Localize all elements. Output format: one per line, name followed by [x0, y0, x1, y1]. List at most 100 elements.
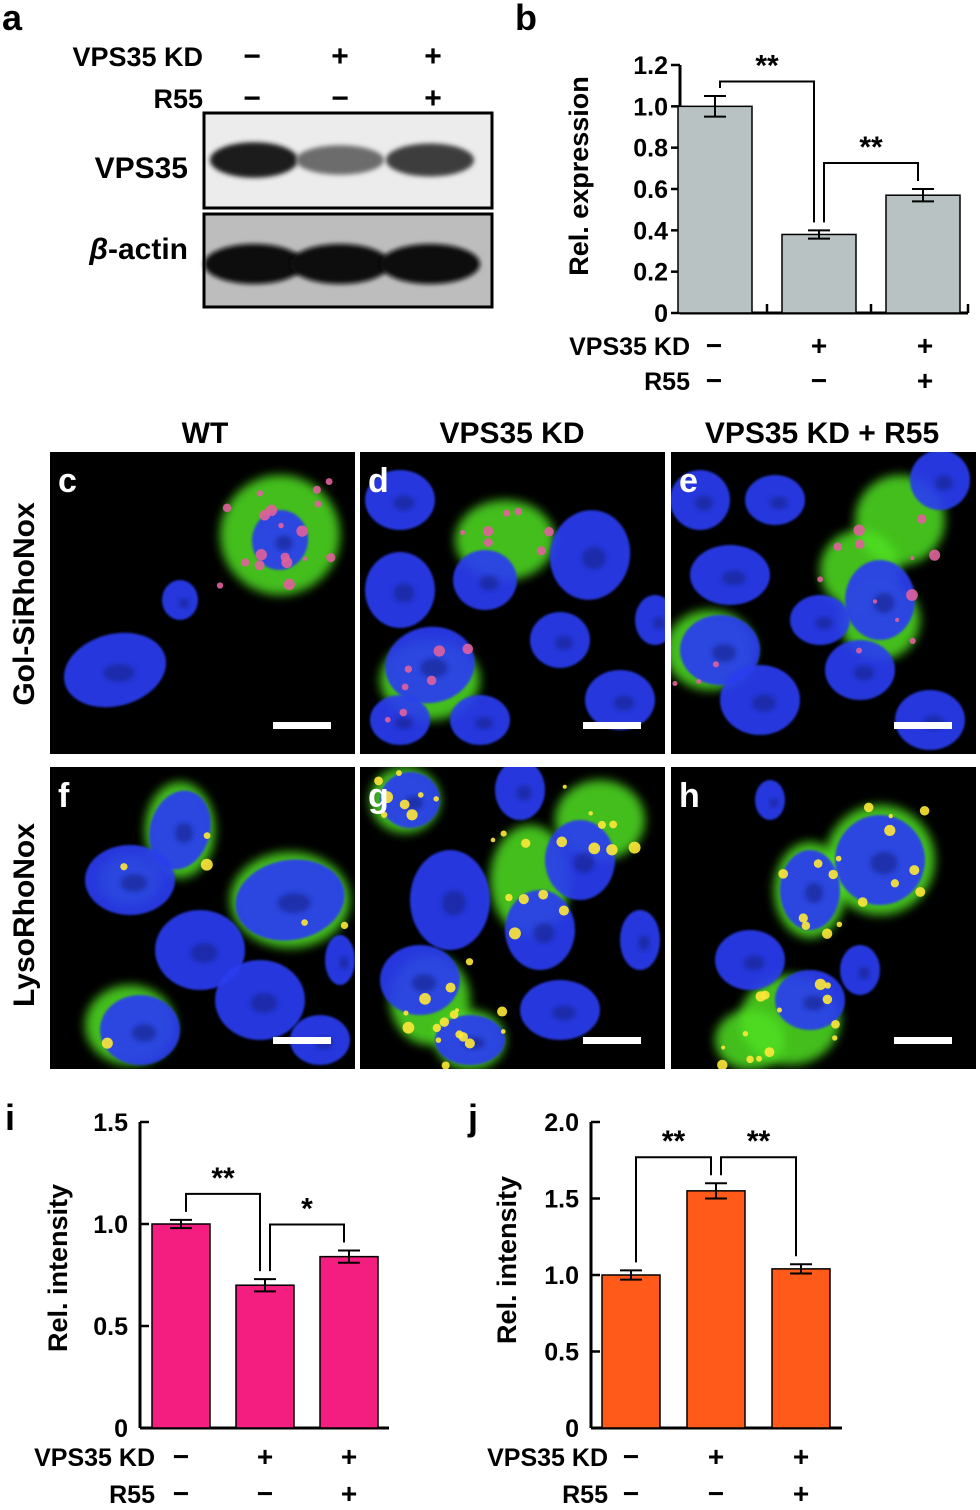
probe-puncta: [872, 599, 878, 604]
probe-puncta: [464, 1038, 475, 1049]
chart-b: b Rel. expression VPS35 KD R55 − + + − −…: [515, 0, 970, 396]
probe-puncta: [433, 645, 445, 657]
probe-puncta: [399, 708, 408, 717]
actin-text: -actin: [108, 233, 188, 266]
probe-puncta: [672, 680, 678, 687]
probe-puncta: [404, 665, 413, 673]
probe-puncta: [824, 982, 831, 989]
chart-j-r55-sign-1: −: [623, 1478, 639, 1509]
nucleolus: [873, 593, 895, 613]
chart-i: i Rel. intensity VPS35 KD R55 − + + − − …: [5, 1097, 389, 1509]
probe-puncta: [801, 921, 811, 930]
probe-puncta: [445, 982, 456, 993]
probe-puncta: [521, 838, 531, 848]
probe-puncta: [915, 887, 926, 897]
nucleolus: [533, 923, 555, 943]
probe-puncta: [381, 811, 388, 818]
nucleolus: [393, 583, 415, 603]
probe-puncta: [853, 524, 865, 536]
probe-puncta: [296, 525, 308, 537]
y-tick-label: 1.2: [633, 52, 668, 80]
nucleolus: [770, 496, 788, 510]
blot-r55-sign-3: +: [424, 82, 442, 115]
probe-puncta: [764, 1047, 775, 1058]
micro-col-title-kd-r55: VPS35 KD + R55: [705, 417, 939, 450]
significance-bracket: [719, 80, 815, 223]
panel-letter-g: g: [368, 777, 389, 815]
nucleolus: [870, 851, 898, 875]
probe-puncta: [609, 820, 618, 829]
chart-b-vps35-sign-3: +: [917, 330, 933, 361]
chart-j-ylabel: Rel. intensity: [492, 1176, 522, 1344]
nucleolus: [190, 943, 218, 963]
significance-label: *: [301, 1193, 313, 1226]
blot-r55-sign-1: −: [243, 82, 261, 115]
probe-puncta: [760, 990, 770, 1000]
y-tick-label: 2.0: [544, 1109, 579, 1137]
chart-i-vps35-sign-1: −: [173, 1441, 189, 1472]
probe-puncta: [325, 478, 333, 486]
chart-i-vps35-sign-3: +: [341, 1441, 357, 1472]
y-tick-label: 0.5: [93, 1313, 128, 1341]
probe-puncta: [403, 1010, 409, 1016]
probe-puncta: [340, 921, 349, 930]
bar: [319, 1255, 379, 1429]
micro-panel-d: d: [360, 452, 665, 754]
scale-bar: [583, 722, 641, 729]
probe-puncta: [717, 1059, 728, 1069]
probe-puncta: [465, 958, 474, 966]
probe-puncta: [281, 557, 293, 569]
chart-i-r55-label: R55: [109, 1481, 155, 1509]
probe-puncta: [778, 868, 789, 879]
significance-bracket: [269, 1223, 345, 1272]
micro-col-title-kd: VPS35 KD: [439, 417, 584, 450]
probe-puncta: [432, 1023, 441, 1033]
blot-vps35-kd-label: VPS35 KD: [72, 42, 203, 72]
y-tick-label: 0.2: [633, 259, 668, 287]
micro-col-title-wt: WT: [182, 417, 229, 450]
probe-puncta: [536, 546, 546, 556]
nucleus: [635, 595, 665, 645]
panel-letter-d: d: [368, 462, 389, 500]
micro-panel-e: e: [671, 452, 976, 754]
significance-label: **: [755, 50, 779, 83]
scale-bar: [583, 1037, 641, 1044]
y-tick-label: 0.8: [633, 135, 668, 163]
chart-i-r55-sign-2: −: [257, 1478, 273, 1509]
nucleolus: [405, 796, 423, 810]
probe-puncta: [746, 1055, 754, 1064]
micro-row-title-gol: Gol-SiRhoNox: [8, 502, 41, 706]
probe-puncta: [588, 811, 593, 816]
probe-puncta: [417, 792, 424, 798]
micro-panel-g: g: [360, 767, 665, 1069]
blot-band-actin: [290, 244, 390, 284]
nucleolus: [573, 853, 595, 873]
nucleolus: [805, 883, 823, 903]
significance-label: **: [211, 1162, 235, 1195]
probe-puncta: [283, 578, 295, 591]
probe-puncta: [890, 879, 900, 888]
probe-puncta: [419, 993, 431, 1005]
micro-panels: c d e f g h: [50, 452, 976, 1069]
probe-puncta: [302, 556, 308, 561]
probe-puncta: [909, 637, 916, 644]
chart-j-r55-sign-2: −: [708, 1478, 724, 1509]
blot-band-actin: [380, 244, 480, 284]
blot-band-vps35: [386, 143, 474, 177]
probe-puncta: [863, 802, 874, 813]
nucleolus: [712, 644, 736, 662]
significance-bracket: [185, 1192, 261, 1272]
blot-band-vps35: [296, 145, 384, 175]
chart-j-vps35-sign-1: −: [623, 1441, 639, 1472]
scale-bar: [894, 722, 952, 729]
nucleolus: [743, 955, 765, 971]
bar: [771, 1268, 831, 1429]
micro-panel-c: c: [50, 452, 355, 754]
probe-puncta: [301, 919, 308, 926]
nucleolus: [582, 546, 606, 570]
y-tick-label: 0: [654, 300, 668, 328]
probe-puncta: [742, 1030, 749, 1037]
blot-bands: [204, 142, 480, 284]
probe-puncta: [460, 529, 466, 536]
chart-j-vps35-sign-2: +: [708, 1441, 724, 1472]
